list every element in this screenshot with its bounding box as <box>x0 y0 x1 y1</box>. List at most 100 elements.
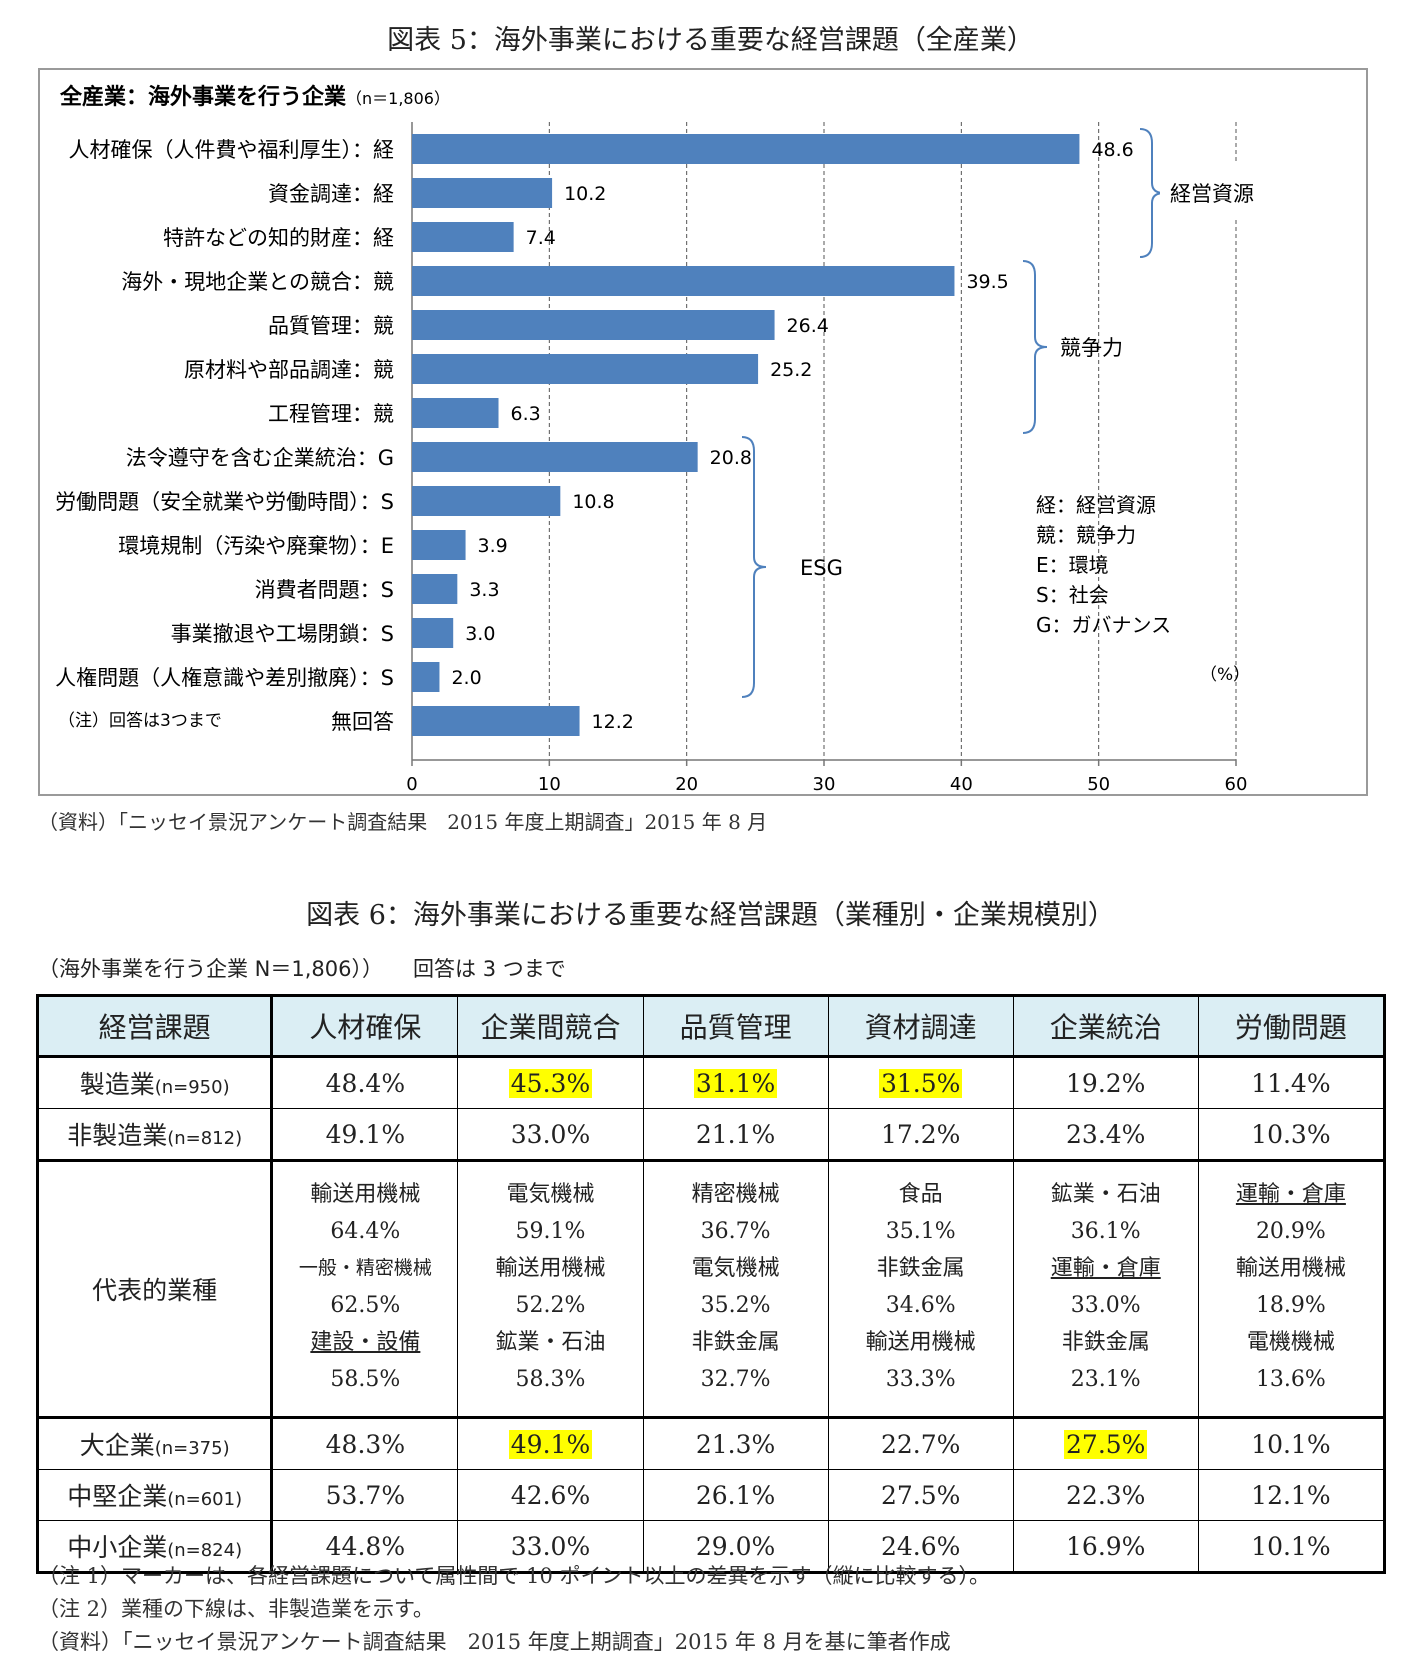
group-brace <box>741 436 767 698</box>
figure6-subtitle: （海外事業を行う企業 N＝1,806）） 回答は 3 つまで <box>38 953 566 983</box>
row-header: 大企業(n=375) <box>35 1416 274 1470</box>
category-label: 特許などの知的財産：経 <box>163 226 394 250</box>
table-cell: 45.3% <box>457 1055 644 1109</box>
data-label: 6.3 <box>511 403 541 425</box>
figure6-subtitle-n: （海外事業を行う企業 N＝1,806）） <box>38 957 384 981</box>
group-label: 競争力 <box>1060 336 1123 360</box>
industry-value: 35.1% <box>885 1219 956 1244</box>
row-header: 中小企業(n=824) <box>35 1520 274 1574</box>
representative-cell: 輸送用機械 64.4% 一般・精密機械 62.5% 建設・設備 58.5% <box>271 1159 459 1418</box>
industry-value: 33.3% <box>885 1367 956 1392</box>
figure6-notes: （注 1）マーカーは、各経営課題について属性間で 10 ポイント以上の差異を示す… <box>38 1560 990 1659</box>
x-tick-label: 30 <box>813 774 836 794</box>
table-cell: 26.1% <box>642 1469 829 1521</box>
bar <box>412 662 440 692</box>
data-label: 7.4 <box>526 227 556 249</box>
row-header: 代表的業種 <box>35 1159 274 1418</box>
bar-chart-frame: 全産業：海外事業を行う企業（n＝1,806） 0 10 20 30 40 50 60 48.6 人… <box>38 68 1368 796</box>
table-cell: 21.3% <box>642 1416 829 1470</box>
chart-note: （注）回答は3つまで <box>58 711 222 731</box>
bar <box>412 134 1080 164</box>
figure6-title: 図表 6：海外事業における重要な経営課題（業種別・企業規模別） <box>306 900 1115 931</box>
data-label: 25.2 <box>770 359 812 381</box>
table-cell: 22.7% <box>827 1416 1014 1470</box>
category-label: 事業撤退や工場閉鎖：S <box>171 622 394 646</box>
table-cell: 16.9% <box>1012 1520 1199 1574</box>
data-label: 3.9 <box>478 535 508 557</box>
highlighted-value: 31.5% <box>878 1068 963 1098</box>
industry-value: 62.5% <box>330 1293 401 1318</box>
row-label: 中小企業 <box>67 1533 168 1562</box>
cell-value: 11.4% <box>1251 1068 1331 1098</box>
category-label: 人権問題（人権意識や差別撤廃）：S <box>55 666 394 690</box>
bar <box>412 486 561 516</box>
category-label: 品質管理：競 <box>268 314 394 338</box>
table-row: 中堅企業(n=601) 53.7% 42.6% 26.1% 27.5% 22.3% 12.1… <box>35 1469 1387 1521</box>
industry-name: 非鉄金属 <box>691 1330 780 1355</box>
header-cell: 企業統治 <box>1012 994 1199 1058</box>
table-cell: 17.2% <box>827 1108 1014 1161</box>
row-label: 中堅企業 <box>67 1482 168 1511</box>
industry-name: 非鉄金属 <box>1061 1330 1150 1355</box>
bar <box>412 618 454 648</box>
table-header-row: 経営課題 人材確保 企業間競合 品質管理 資材調達 企業統治 労働問題 <box>35 994 1387 1058</box>
header-cell: 人材確保 <box>271 994 459 1058</box>
cell-value: 44.8% <box>325 1531 406 1561</box>
bar <box>412 310 775 340</box>
legend-line: 経：経営資源 <box>1036 493 1156 517</box>
table-cell: 22.3% <box>1012 1469 1199 1521</box>
industry-value: 52.2% <box>515 1293 586 1318</box>
cell-value: 22.7% <box>880 1429 961 1459</box>
table-cell: 10.3% <box>1197 1108 1387 1161</box>
industry-name: 電気機械 <box>691 1256 780 1281</box>
cell-value: 53.7% <box>325 1480 406 1510</box>
table-cell: 27.5% <box>827 1469 1014 1521</box>
table-cell: 48.3% <box>271 1416 459 1470</box>
data-label: 20.8 <box>710 447 752 469</box>
industry-value: 58.5% <box>330 1367 401 1392</box>
industry-name: 食品 <box>898 1182 943 1207</box>
industry-value: 18.9% <box>1255 1293 1326 1318</box>
table-cell: 11.4% <box>1197 1055 1387 1109</box>
industry-name: 鉱業・石油 <box>1050 1182 1161 1207</box>
category-label: 環境規制（汚染や廃棄物）：E <box>118 534 394 558</box>
table-cell: 24.6% <box>827 1520 1014 1574</box>
row-label: 製造業 <box>79 1070 155 1099</box>
cell-value: 17.2% <box>880 1119 961 1149</box>
figure5-title: 図表 5：海外事業における重要な経営課題（全産業） <box>387 25 1034 56</box>
x-tick-label: 40 <box>950 774 973 794</box>
table-cell: 12.1% <box>1197 1469 1387 1521</box>
bar <box>412 574 458 604</box>
cell-value: 49.1% <box>325 1119 406 1149</box>
category-label: 工程管理：競 <box>268 402 394 426</box>
bar-chart: 全産業：海外事業を行う企業（n＝1,806） 0 10 20 30 40 50 60 48.6 人… <box>55 84 1280 794</box>
industry-name: 運輸・倉庫 <box>1050 1256 1161 1281</box>
highlighted-value: 49.1% <box>508 1429 593 1459</box>
cell-value: 21.3% <box>695 1429 776 1459</box>
data-label: 48.6 <box>1091 139 1133 161</box>
table-cell: 44.8% <box>271 1520 459 1574</box>
data-label: 3.0 <box>465 623 495 645</box>
cell-value: 23.4% <box>1066 1119 1146 1149</box>
industry-name: 運輸・倉庫 <box>1235 1182 1346 1207</box>
cell-value: 12.1% <box>1251 1480 1331 1510</box>
group-brace <box>1022 260 1048 434</box>
data-label: 3.3 <box>469 579 499 601</box>
industry-value: 64.4% <box>330 1219 401 1244</box>
industry-name: 一般・精密機械 <box>298 1257 432 1279</box>
industry-name: 非鉄金属 <box>876 1256 965 1281</box>
row-n: (n=824) <box>167 1540 243 1561</box>
industry-value: 23.1% <box>1070 1367 1141 1392</box>
table-cell: 33.0% <box>457 1108 644 1161</box>
table-row: 大企業(n=375) 48.3% 49.1% 21.3% 22.7% 27.5% 10.1% <box>35 1416 1387 1470</box>
x-tick-label: 10 <box>538 774 561 794</box>
figure6-subtitle-note: 回答は 3 つまで <box>413 957 566 981</box>
industry-value: 36.7% <box>700 1219 771 1244</box>
chart-title: 全産業：海外事業を行う企業（n＝1,806） <box>59 84 450 110</box>
table-cell: 48.4% <box>271 1055 459 1109</box>
category-label: 海外・現地企業との競合：競 <box>121 270 394 294</box>
table-row: 非製造業(n=812) 49.1% 33.0% 21.1% 17.2% 23.4% 10.3… <box>35 1108 1387 1161</box>
cell-value: 24.6% <box>880 1531 961 1561</box>
category-label: 資金調達：経 <box>268 182 394 206</box>
data-label: 39.5 <box>966 271 1008 293</box>
